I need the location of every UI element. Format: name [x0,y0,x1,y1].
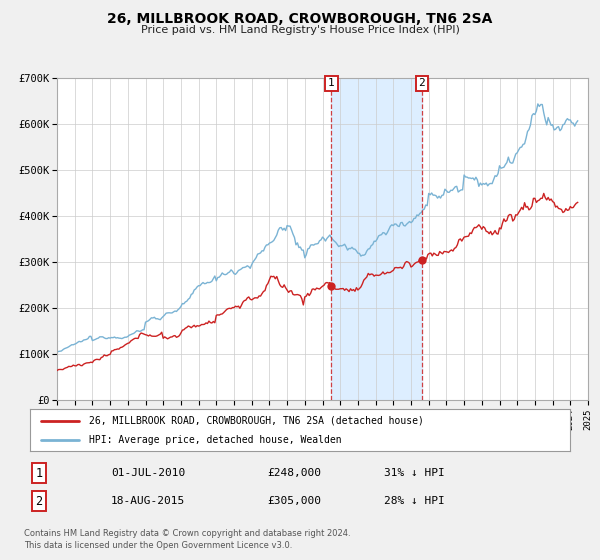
Text: 1: 1 [328,78,335,88]
Bar [331,78,422,400]
Text: 31% ↓ HPI: 31% ↓ HPI [384,468,445,478]
Text: 28% ↓ HPI: 28% ↓ HPI [384,496,445,506]
Text: 01-JUL-2010: 01-JUL-2010 [111,468,185,478]
Text: Price paid vs. HM Land Registry's House Price Index (HPI): Price paid vs. HM Land Registry's House … [140,25,460,35]
Text: 1: 1 [35,466,43,480]
Text: £248,000: £248,000 [267,468,321,478]
Text: 2: 2 [419,78,425,88]
Text: Contains HM Land Registry data © Crown copyright and database right 2024.
This d: Contains HM Land Registry data © Crown c… [24,529,350,550]
Text: 26, MILLBROOK ROAD, CROWBOROUGH, TN6 2SA: 26, MILLBROOK ROAD, CROWBOROUGH, TN6 2SA [107,12,493,26]
Text: 2: 2 [35,494,43,508]
Text: 18-AUG-2015: 18-AUG-2015 [111,496,185,506]
Text: 26, MILLBROOK ROAD, CROWBOROUGH, TN6 2SA (detached house): 26, MILLBROOK ROAD, CROWBOROUGH, TN6 2SA… [89,416,424,426]
Text: HPI: Average price, detached house, Wealden: HPI: Average price, detached house, Weal… [89,435,342,445]
Text: £305,000: £305,000 [267,496,321,506]
